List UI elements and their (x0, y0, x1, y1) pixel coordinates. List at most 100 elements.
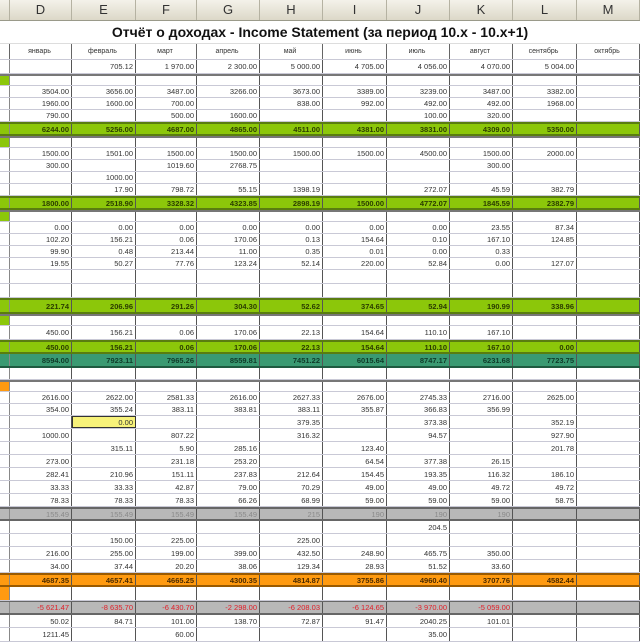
cell[interactable]: 52.14 (260, 258, 323, 269)
cell[interactable]: 52.62 (260, 300, 323, 312)
cell[interactable] (197, 416, 260, 428)
cell[interactable]: 26.15 (450, 455, 513, 467)
cell[interactable]: апрель (197, 44, 260, 59)
cell[interactable] (577, 575, 640, 585)
cell[interactable]: -8 635.70 (72, 602, 136, 613)
cell[interactable]: 38.06 (197, 560, 260, 572)
cell[interactable]: 1500.00 (323, 198, 387, 208)
cell[interactable] (450, 429, 513, 441)
cell[interactable]: 1500.00 (450, 148, 513, 159)
cell[interactable]: 4381.00 (323, 124, 387, 134)
cell[interactable]: 20.20 (136, 560, 197, 572)
cell[interactable]: 84.71 (72, 615, 136, 627)
cell[interactable]: 373.38 (387, 416, 450, 428)
column-header-m[interactable]: M (577, 0, 640, 20)
cell[interactable]: 248.90 (323, 547, 387, 559)
cell[interactable]: 123.40 (323, 442, 387, 454)
cell[interactable]: 315.11 (72, 442, 136, 454)
cell[interactable]: 3504.00 (10, 86, 72, 97)
cell[interactable]: 101.01 (450, 615, 513, 627)
cell[interactable]: 102.20 (10, 234, 72, 245)
cell[interactable]: 356.99 (450, 404, 513, 415)
row-label-cell[interactable] (0, 354, 10, 366)
column-header-k[interactable]: K (450, 0, 513, 20)
cell[interactable] (513, 404, 577, 415)
cell[interactable] (577, 404, 640, 415)
cell[interactable]: 49.00 (387, 481, 450, 493)
cell[interactable]: 1211.45 (10, 628, 72, 641)
cell[interactable]: 0.33 (450, 246, 513, 257)
cell[interactable]: 78.33 (10, 494, 72, 506)
cell[interactable]: 0.00 (197, 222, 260, 233)
cell[interactable] (577, 284, 640, 297)
cell[interactable]: 838.00 (260, 98, 323, 109)
cell[interactable]: 6244.00 (10, 124, 72, 134)
column-header-h[interactable]: H (260, 0, 323, 20)
cell[interactable]: 4772.07 (387, 198, 450, 208)
row-label-cell[interactable] (0, 198, 10, 208)
cell[interactable] (197, 534, 260, 546)
row-label-cell[interactable] (0, 481, 10, 493)
cell[interactable]: 1500.00 (197, 148, 260, 159)
cell[interactable]: 155.49 (10, 509, 72, 519)
cell[interactable] (577, 86, 640, 97)
cell[interactable]: 33.60 (450, 560, 513, 572)
cell[interactable]: октябрь (577, 44, 640, 59)
cell[interactable]: 66.26 (197, 494, 260, 506)
cell[interactable]: 190.99 (450, 300, 513, 312)
cell[interactable]: 3239.00 (387, 86, 450, 97)
cell[interactable]: 2622.00 (72, 392, 136, 403)
cell[interactable]: 798.72 (136, 184, 197, 195)
cell[interactable]: 4 056.00 (387, 60, 450, 73)
cell[interactable]: сентябрь (513, 44, 577, 59)
cell[interactable]: 151.11 (136, 468, 197, 480)
cell[interactable]: 4511.00 (260, 124, 323, 134)
cell[interactable]: 0.00 (323, 222, 387, 233)
cell[interactable] (450, 382, 513, 391)
row-label-cell[interactable] (0, 429, 10, 441)
cell[interactable]: -6 124.65 (323, 602, 387, 613)
cell[interactable]: 0.00 (10, 222, 72, 233)
cell[interactable] (197, 212, 260, 221)
row-label-cell[interactable] (0, 521, 10, 533)
cell[interactable] (10, 316, 72, 325)
cell[interactable]: -6 208.03 (260, 602, 323, 613)
cell[interactable]: 37.44 (72, 560, 136, 572)
column-header-l[interactable]: L (513, 0, 577, 20)
cell[interactable] (136, 587, 197, 600)
cell[interactable] (260, 160, 323, 171)
cell[interactable] (450, 270, 513, 283)
cell[interactable]: 150.00 (72, 534, 136, 546)
cell[interactable] (10, 184, 72, 195)
cell[interactable]: 5 004.00 (513, 60, 577, 73)
row-label-cell[interactable] (0, 404, 10, 415)
row-label-cell[interactable] (0, 494, 10, 506)
row-label-cell[interactable] (0, 628, 10, 641)
cell[interactable]: 210.96 (72, 468, 136, 480)
cell[interactable]: 432.50 (260, 547, 323, 559)
cell[interactable]: 154.64 (323, 234, 387, 245)
cell[interactable] (136, 138, 197, 147)
cell[interactable]: 7451.22 (260, 354, 323, 366)
cell[interactable]: 0.00 (136, 222, 197, 233)
cell[interactable]: 255.00 (72, 547, 136, 559)
cell[interactable]: 2 300.00 (197, 60, 260, 73)
cell[interactable] (260, 382, 323, 391)
cell[interactable]: 450.00 (10, 326, 72, 339)
cell[interactable]: 2768.75 (197, 160, 260, 171)
row-label-cell[interactable] (0, 534, 10, 546)
cell[interactable]: 0.00 (260, 222, 323, 233)
cell[interactable] (450, 587, 513, 600)
cell[interactable]: 0.48 (72, 246, 136, 257)
cell[interactable]: 6231.68 (450, 354, 513, 366)
cell[interactable]: 72.87 (260, 615, 323, 627)
cell[interactable]: 28.93 (323, 560, 387, 572)
cell[interactable]: 300.00 (10, 160, 72, 171)
cell[interactable]: 0.06 (136, 342, 197, 352)
cell[interactable]: 42.87 (136, 481, 197, 493)
row-label-cell[interactable] (0, 270, 10, 283)
cell[interactable]: 231.18 (136, 455, 197, 467)
cell[interactable] (577, 270, 640, 283)
cell[interactable] (260, 284, 323, 297)
cell[interactable] (577, 76, 640, 85)
